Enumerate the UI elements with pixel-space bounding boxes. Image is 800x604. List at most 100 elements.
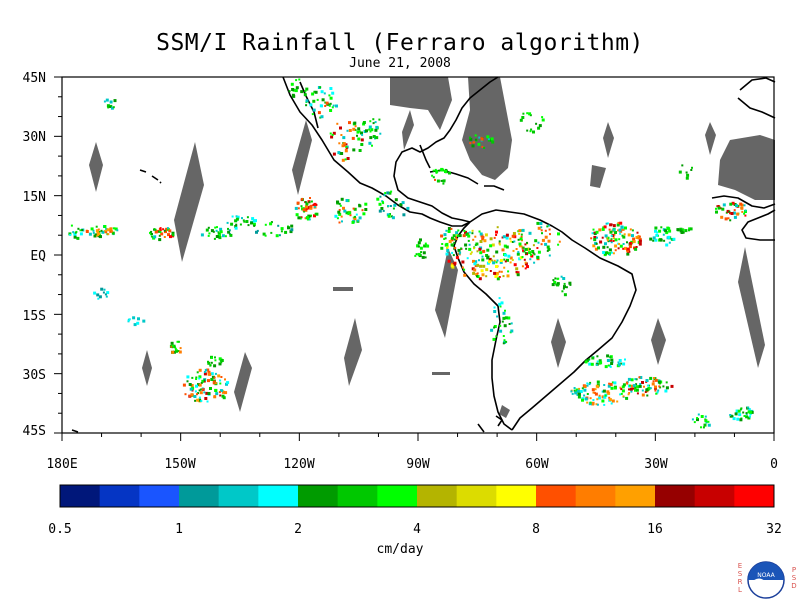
rain-pixel xyxy=(599,361,603,365)
rain-pixel xyxy=(597,396,601,400)
rain-pixel xyxy=(591,232,594,235)
rain-pixel xyxy=(213,376,216,379)
rain-pixel xyxy=(294,206,298,210)
rain-pixel xyxy=(207,370,211,374)
rain-pixel xyxy=(562,287,565,290)
rain-pixel xyxy=(235,223,238,226)
rain-pixel xyxy=(313,90,316,93)
rain-pixel xyxy=(563,285,566,289)
rain-pixel xyxy=(203,391,206,394)
rain-pixel xyxy=(309,206,313,210)
rain-pixel xyxy=(500,301,504,305)
rain-pixel xyxy=(636,231,639,234)
rain-pixel xyxy=(578,387,581,390)
rain-pixel xyxy=(211,375,215,379)
rain-pixel xyxy=(626,247,630,251)
rain-pixel xyxy=(171,350,175,354)
rain-pixel xyxy=(207,360,209,363)
rain-pixel xyxy=(342,136,346,140)
rain-pixel xyxy=(741,210,744,213)
rain-pixel xyxy=(170,345,173,348)
rain-pixel xyxy=(188,383,192,386)
rain-pixel xyxy=(510,322,513,325)
rain-pixel xyxy=(323,92,326,95)
rain-pixel xyxy=(639,383,642,385)
rain-pixel xyxy=(262,232,266,236)
rain-pixel xyxy=(736,212,740,216)
rain-pixel xyxy=(493,271,497,275)
rain-pixel xyxy=(198,396,201,399)
rain-pixel xyxy=(486,135,490,139)
rain-pixel xyxy=(214,359,217,362)
rain-pixel xyxy=(634,378,637,381)
rain-pixel xyxy=(446,249,450,252)
rain-pixel xyxy=(478,230,481,233)
rain-pixel xyxy=(500,270,503,273)
rain-pixel xyxy=(735,204,738,208)
rain-pixel xyxy=(517,271,520,274)
rain-pixel xyxy=(105,98,109,102)
rain-pixel xyxy=(606,359,610,362)
rain-pixel xyxy=(177,350,180,352)
rain-pixel xyxy=(594,241,598,245)
rain-pixel xyxy=(203,380,206,383)
rain-pixel xyxy=(638,384,642,388)
rain-pixel xyxy=(503,339,506,342)
rain-pixel xyxy=(560,275,563,278)
rain-pixel xyxy=(540,229,543,232)
rain-pixel xyxy=(158,234,161,237)
rain-pixel xyxy=(594,388,597,391)
rain-pixel xyxy=(609,230,613,234)
rain-pixel xyxy=(513,240,516,243)
noaa-emblem: NOAA xyxy=(747,561,785,599)
rain-pixel xyxy=(595,242,598,245)
rain-pixel xyxy=(329,96,333,100)
rain-pixel xyxy=(558,240,561,243)
rain-pixel xyxy=(586,393,589,395)
rain-pixel xyxy=(101,230,105,234)
rain-pixel xyxy=(471,229,474,232)
rain-pixel xyxy=(79,232,83,236)
colorbar-label-1: 1 xyxy=(175,522,183,537)
rain-pixel xyxy=(608,248,612,252)
rain-pixel xyxy=(537,250,541,254)
rain-pixel xyxy=(532,252,535,254)
rain-pixel xyxy=(217,234,221,237)
rain-pixel xyxy=(311,113,314,116)
rain-pixel xyxy=(375,125,379,129)
rain-pixel xyxy=(499,305,502,308)
rain-pixel xyxy=(492,261,496,265)
rain-pixel xyxy=(313,214,316,218)
colorbar-swatch xyxy=(694,485,735,507)
rain-pixel xyxy=(450,264,454,268)
rain-pixel xyxy=(668,229,672,233)
rain-pixel xyxy=(332,104,335,107)
rain-pixel xyxy=(360,131,363,135)
rain-pixel xyxy=(568,281,572,285)
rain-pixel xyxy=(401,201,405,205)
rain-pixel xyxy=(596,398,599,401)
rain-pixel xyxy=(358,204,362,208)
rain-pixel xyxy=(390,190,393,193)
rain-pixel xyxy=(169,235,172,239)
rain-pixel xyxy=(458,234,462,238)
rain-pixel xyxy=(447,227,451,230)
rain-pixel xyxy=(729,212,731,215)
rain-pixel xyxy=(419,238,422,242)
rain-pixel xyxy=(472,141,475,144)
rain-pixel xyxy=(702,426,705,429)
rain-pixel xyxy=(133,323,137,327)
rain-pixel xyxy=(197,392,200,395)
rain-pixel xyxy=(79,229,82,232)
rain-pixel xyxy=(474,134,477,137)
rain-pixel xyxy=(360,143,364,146)
rain-pixel xyxy=(482,264,486,268)
rain-pixel xyxy=(728,210,731,213)
rain-pixel xyxy=(622,235,626,239)
rain-pixel xyxy=(471,232,474,235)
rain-pixel xyxy=(730,212,734,215)
noaa-emblem-text: NOAA xyxy=(757,572,775,579)
rain-pixel xyxy=(638,242,642,246)
rain-pixel xyxy=(362,212,366,216)
rain-pixel xyxy=(526,247,530,251)
